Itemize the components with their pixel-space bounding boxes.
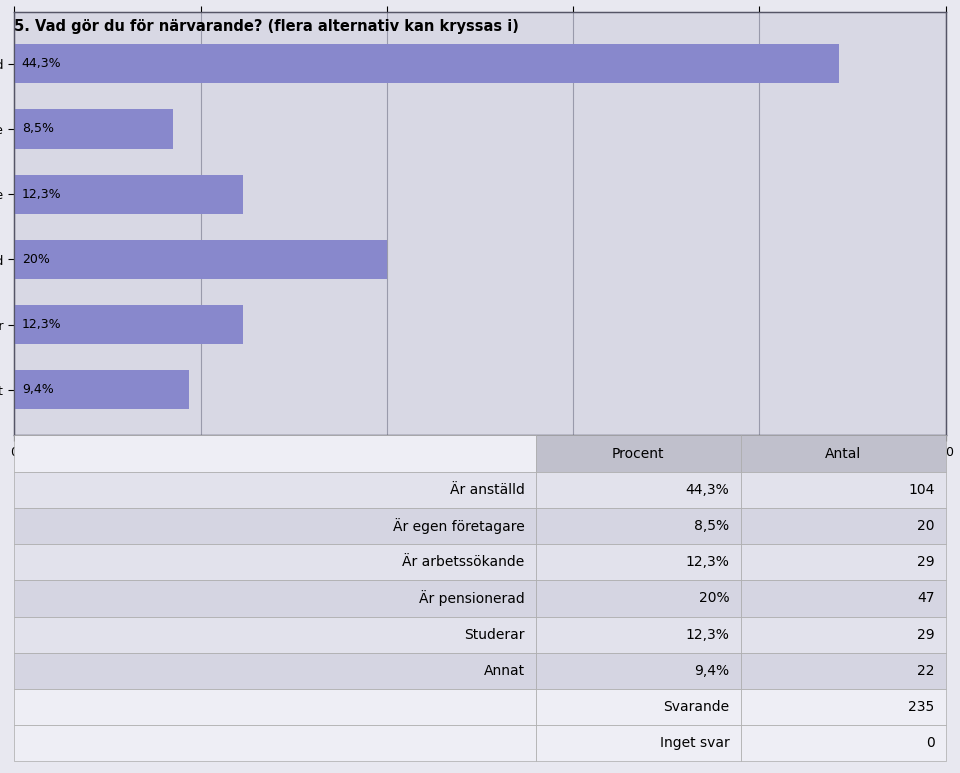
FancyBboxPatch shape — [741, 581, 946, 617]
Text: 22: 22 — [917, 664, 934, 678]
Text: Studerar: Studerar — [465, 628, 525, 642]
FancyBboxPatch shape — [536, 435, 741, 472]
FancyBboxPatch shape — [741, 472, 946, 508]
FancyBboxPatch shape — [14, 689, 536, 725]
Text: 104: 104 — [908, 482, 934, 497]
FancyBboxPatch shape — [741, 544, 946, 581]
Text: 20%: 20% — [22, 253, 50, 266]
Text: 20%: 20% — [699, 591, 730, 605]
FancyBboxPatch shape — [536, 617, 741, 652]
FancyBboxPatch shape — [14, 435, 536, 472]
Text: 29: 29 — [917, 555, 934, 569]
FancyBboxPatch shape — [14, 508, 536, 544]
Bar — [14, 110, 173, 148]
Bar — [14, 44, 839, 83]
FancyBboxPatch shape — [741, 652, 946, 689]
FancyBboxPatch shape — [14, 544, 536, 581]
FancyBboxPatch shape — [741, 435, 946, 472]
FancyBboxPatch shape — [14, 581, 536, 617]
Text: 12,3%: 12,3% — [22, 318, 61, 331]
FancyBboxPatch shape — [536, 581, 741, 617]
FancyBboxPatch shape — [14, 617, 536, 652]
Text: Är egen företagare: Är egen företagare — [393, 518, 525, 534]
Text: 0: 0 — [925, 737, 934, 751]
Bar — [14, 175, 244, 213]
Text: 5. Vad gör du för närvarande? (flera alternativ kan kryssas i): 5. Vad gör du för närvarande? (flera alt… — [14, 19, 519, 34]
Text: 44,3%: 44,3% — [685, 482, 730, 497]
Text: 44,3%: 44,3% — [22, 57, 61, 70]
FancyBboxPatch shape — [536, 725, 741, 761]
Text: Inget svar: Inget svar — [660, 737, 730, 751]
FancyBboxPatch shape — [536, 508, 741, 544]
Text: 12,3%: 12,3% — [685, 628, 730, 642]
Text: Annat: Annat — [484, 664, 525, 678]
Text: 12,3%: 12,3% — [685, 555, 730, 569]
FancyBboxPatch shape — [14, 652, 536, 689]
Bar — [14, 370, 189, 410]
FancyBboxPatch shape — [536, 652, 741, 689]
Text: 8,5%: 8,5% — [22, 122, 54, 135]
FancyBboxPatch shape — [741, 725, 946, 761]
Text: 235: 235 — [908, 700, 934, 714]
Bar — [14, 240, 387, 279]
Text: Svarande: Svarande — [663, 700, 730, 714]
FancyBboxPatch shape — [536, 544, 741, 581]
FancyBboxPatch shape — [741, 689, 946, 725]
FancyBboxPatch shape — [536, 472, 741, 508]
Text: Är arbetssökande: Är arbetssökande — [402, 555, 525, 569]
Text: 29: 29 — [917, 628, 934, 642]
Text: Är anställd: Är anställd — [450, 482, 525, 497]
Text: 9,4%: 9,4% — [694, 664, 730, 678]
Text: 12,3%: 12,3% — [22, 188, 61, 201]
Text: 20: 20 — [917, 519, 934, 533]
FancyBboxPatch shape — [741, 508, 946, 544]
Text: Är pensionerad: Är pensionerad — [419, 591, 525, 606]
Text: 47: 47 — [917, 591, 934, 605]
FancyBboxPatch shape — [14, 725, 536, 761]
Bar — [14, 305, 244, 344]
FancyBboxPatch shape — [741, 617, 946, 652]
FancyBboxPatch shape — [14, 472, 536, 508]
Text: Procent: Procent — [612, 447, 664, 461]
Text: Antal: Antal — [825, 447, 861, 461]
FancyBboxPatch shape — [536, 689, 741, 725]
Text: 8,5%: 8,5% — [694, 519, 730, 533]
Text: 9,4%: 9,4% — [22, 383, 54, 397]
